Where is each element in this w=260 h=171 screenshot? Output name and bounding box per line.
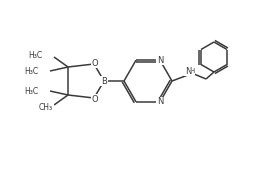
Text: H₃C: H₃C [24,87,38,95]
Text: H: H [189,68,195,74]
Text: N: N [157,97,163,106]
Text: B: B [101,76,107,86]
Text: CH₃: CH₃ [39,102,53,111]
Text: H₃C: H₃C [24,67,38,76]
Text: H₃C: H₃C [28,51,42,61]
Text: O: O [92,58,98,68]
Text: O: O [92,95,98,103]
Text: N: N [185,67,191,76]
Text: N: N [157,56,163,65]
